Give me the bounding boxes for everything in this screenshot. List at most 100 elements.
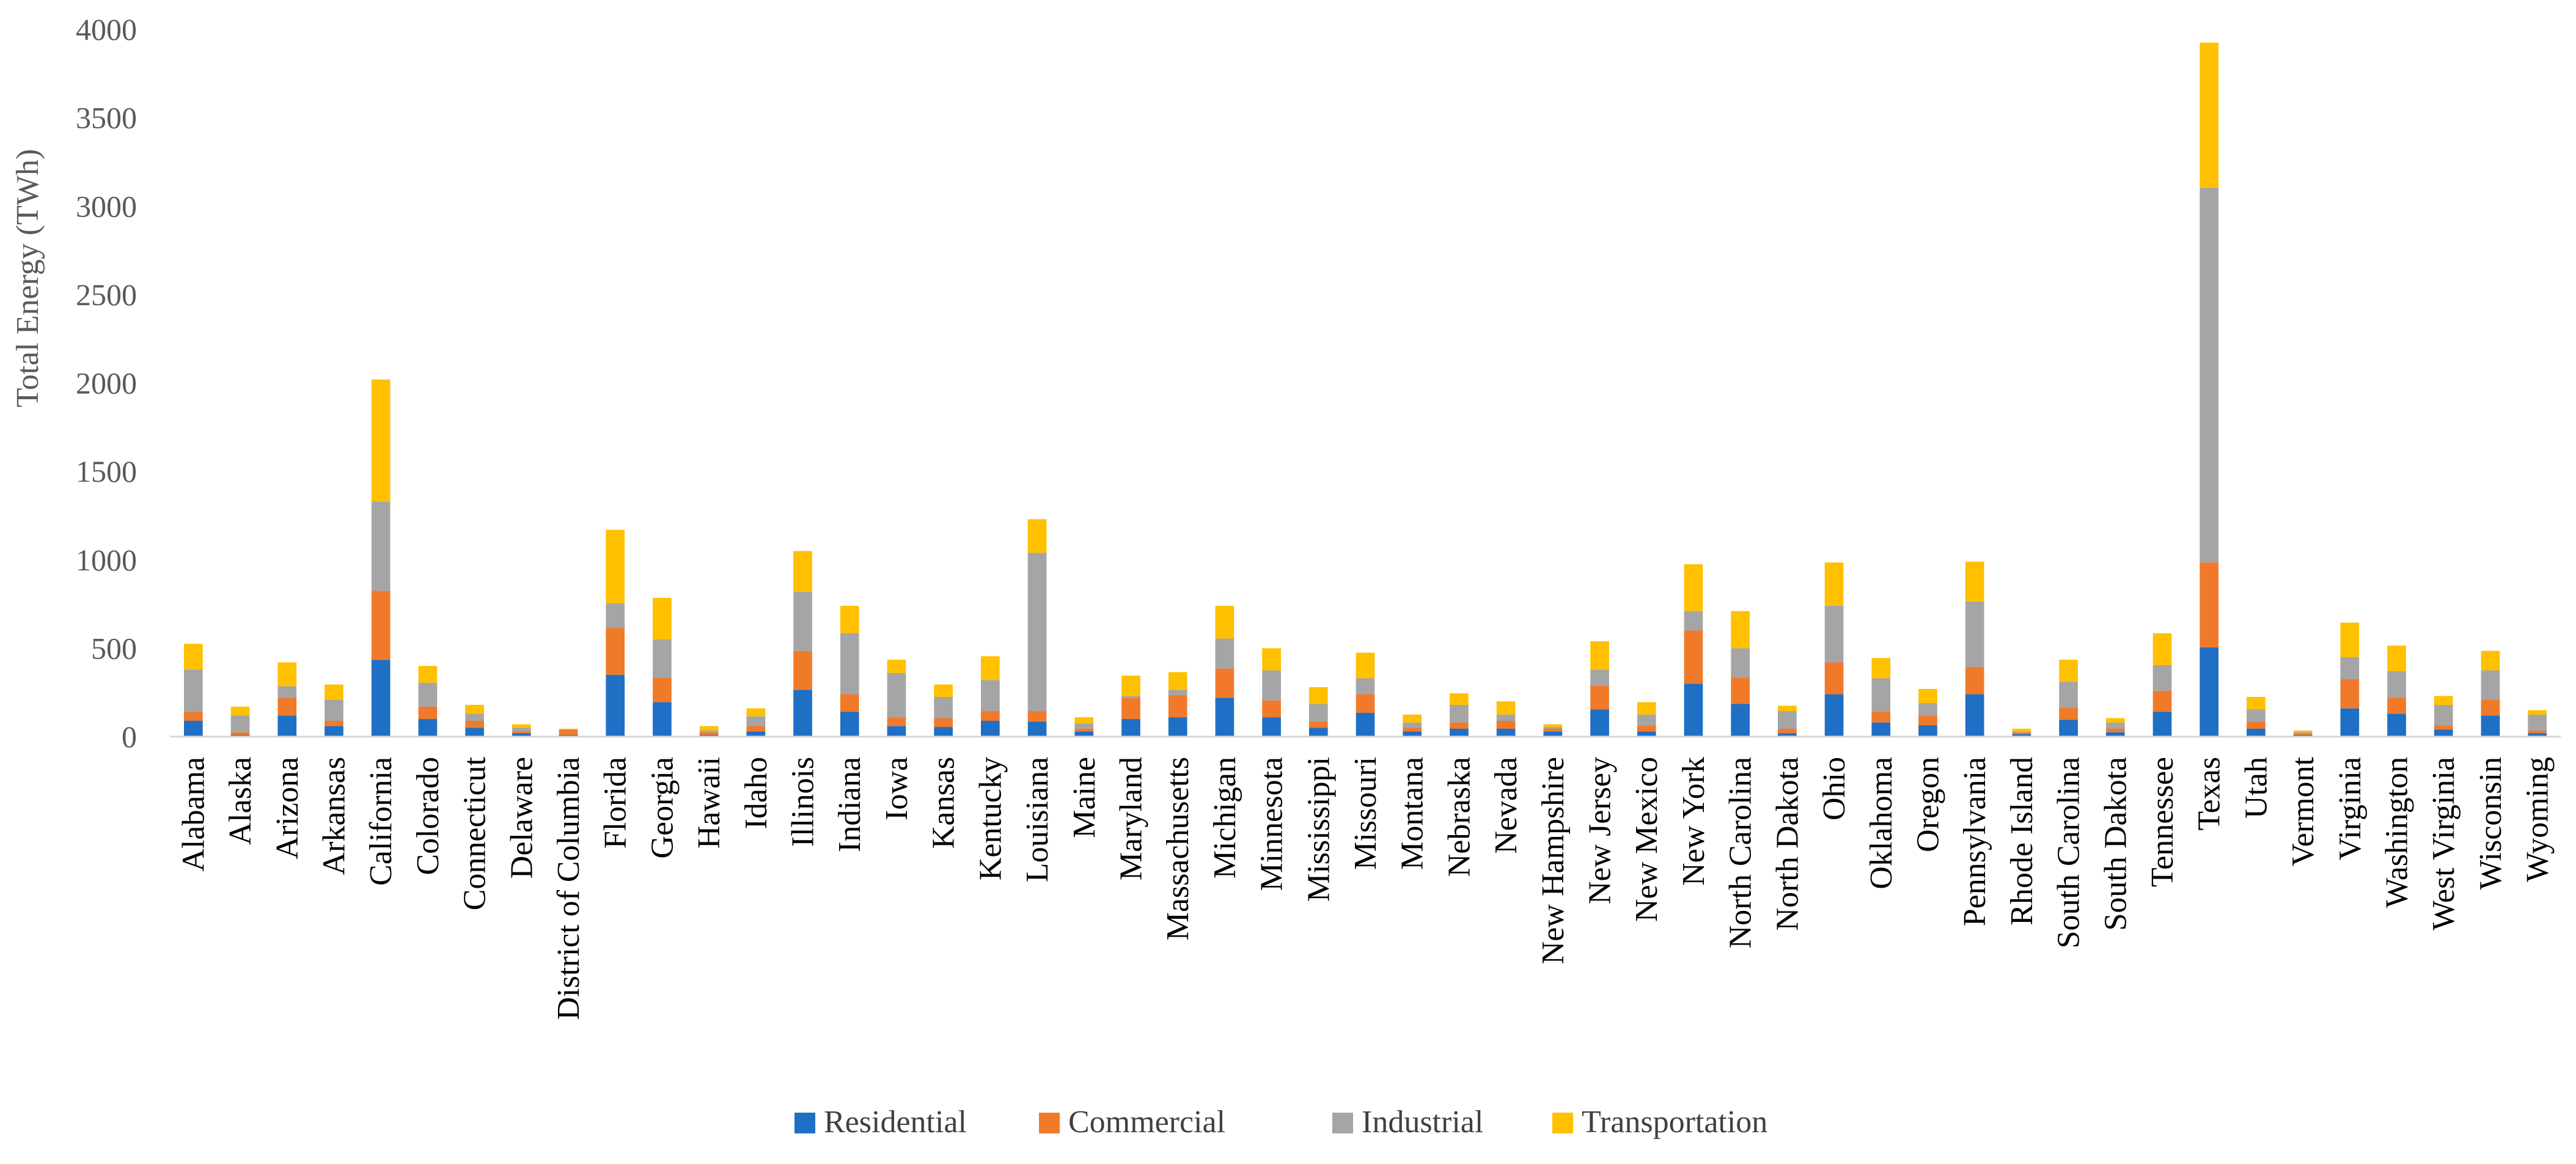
bar-segment-industrial: [2059, 682, 2078, 708]
bar-segment-transportation: [746, 708, 766, 716]
bar-segment-transportation: [2434, 696, 2453, 705]
bar-segment-residential: [1684, 683, 1703, 737]
legend-item: Residential: [794, 1105, 967, 1140]
x-tick-label: Utah: [2239, 757, 2273, 819]
bar-segment-transportation: [653, 597, 672, 639]
bar-segment-residential: [1918, 725, 1937, 737]
bar-segment-commercial: [1450, 722, 1469, 729]
bar-segment-industrial: [2340, 657, 2360, 679]
bar-segment-industrial: [840, 633, 859, 694]
y-tick-label: 1000: [76, 543, 137, 577]
x-tick-label: Pennsylvania: [1958, 757, 1992, 926]
x-tick-label: Texas: [2192, 757, 2227, 831]
bar-stack: [1824, 562, 1844, 737]
bar-segment-commercial: [1684, 630, 1703, 684]
bar-segment-industrial: [1168, 690, 1187, 696]
x-tick-label: Oklahoma: [1864, 757, 1899, 890]
x-tick-label: Montana: [1395, 757, 1430, 870]
bar-segment-transportation: [2247, 696, 2266, 710]
bar-segment-industrial: [1450, 704, 1469, 723]
bar-stack: [1918, 688, 1937, 737]
bar-segment-commercial: [559, 729, 578, 735]
bar-segment-commercial: [840, 694, 859, 712]
bar-segment-industrial: [699, 730, 719, 732]
bar-stack: [2434, 696, 2453, 737]
bar-segment-residential: [840, 712, 859, 737]
x-tick-label: Mississippi: [1301, 757, 1336, 902]
bar-segment-industrial: [230, 715, 250, 732]
x-tick-label: North Carolina: [1723, 757, 1758, 948]
x-tick-label: Michigan: [1208, 757, 1242, 879]
bar-segment-commercial: [2293, 733, 2313, 735]
bar-stack: [981, 656, 1000, 737]
bar-segment-industrial: [2528, 714, 2547, 731]
bar-segment-residential: [746, 731, 766, 737]
bar-segment-residential: [184, 720, 203, 737]
bar-segment-industrial: [2387, 671, 2406, 698]
bar-segment-industrial: [1027, 553, 1047, 712]
bar-segment-commercial: [371, 591, 391, 660]
bar-segment-commercial: [1215, 668, 1235, 698]
bar-segment-transportation: [793, 551, 812, 592]
bar-segment-commercial: [2528, 730, 2547, 734]
x-tick-label: South Dakota: [2098, 757, 2133, 931]
bar-stack: [2247, 696, 2266, 737]
x-tick-label: Nebraska: [1442, 757, 1477, 877]
bar-segment-residential: [2434, 729, 2453, 737]
y-axis-ticks: 0 500 1000 1500 2000 2500 3000 3500 4000: [76, 12, 137, 754]
bar-segment-transportation: [277, 662, 297, 687]
bar-segment-residential: [1403, 731, 1422, 737]
y-tick-label: 500: [91, 631, 137, 665]
bar-segment-commercial: [1965, 666, 1984, 694]
x-tick-label: Massachusetts: [1161, 757, 1195, 940]
bar-segment-industrial: [1262, 670, 1281, 701]
bar-segment-commercial: [1824, 662, 1844, 694]
bar-segment-commercial: [1262, 700, 1281, 718]
x-tick-label: New York: [1676, 757, 1711, 886]
bar-stack: [1965, 561, 1984, 737]
bar-segment-industrial: [934, 696, 953, 718]
legend-label: Transportation: [1582, 1105, 1767, 1140]
bar-segment-residential: [325, 726, 343, 737]
bar-stack: [2481, 650, 2500, 737]
bar-segment-transportation: [1824, 562, 1844, 606]
bar-segment-transportation: [2012, 728, 2031, 732]
bar-segment-residential: [934, 727, 953, 737]
x-axis-labels: Alabama Alaska Arizona Arkansas California Co…: [176, 756, 2555, 1020]
bar-segment-transportation: [1637, 702, 1656, 715]
bar-segment-industrial: [887, 672, 906, 718]
bar-segment-commercial: [1168, 695, 1187, 718]
bar-stack: [325, 684, 343, 737]
bar-stack: [1778, 705, 1797, 737]
bar-segment-industrial: [1778, 711, 1797, 729]
bar-segment-industrial: [793, 591, 812, 651]
bar-segment-commercial: [2059, 707, 2078, 720]
bar-segment-residential: [1450, 728, 1469, 737]
x-tick-label: South Carolina: [2052, 757, 2086, 948]
x-tick-label: Missouri: [1348, 757, 1383, 870]
bar-segment-residential: [1637, 731, 1656, 737]
bar-stack: [1168, 672, 1187, 737]
bar-segment-commercial: [2340, 679, 2360, 709]
x-tick-label: Minnesota: [1255, 757, 1290, 891]
x-tick-label: Kansas: [927, 757, 961, 849]
bar-segment-commercial: [981, 711, 1000, 721]
x-tick-label: North Dakota: [1770, 757, 1805, 930]
bar-segment-residential: [981, 720, 1000, 737]
bar-segment-industrial: [606, 603, 625, 628]
bar-segment-residential: [1778, 733, 1797, 737]
bar-stack: [934, 684, 953, 737]
bar-stack: [1027, 519, 1047, 737]
bar-stack: [2528, 710, 2547, 737]
bar-segment-industrial: [1684, 611, 1703, 631]
bar-segment-residential: [1308, 728, 1328, 737]
bar-segment-transportation: [1731, 611, 1750, 649]
bar-segment-commercial: [934, 718, 953, 728]
bar-segment-transportation: [2293, 730, 2313, 732]
bar-segment-commercial: [2012, 732, 2031, 734]
bar-segment-industrial: [371, 501, 391, 591]
bar-segment-industrial: [2481, 670, 2500, 700]
bar-segment-commercial: [465, 720, 484, 728]
bar-segment-residential: [2012, 734, 2031, 737]
bar-segment-residential: [2200, 647, 2219, 737]
